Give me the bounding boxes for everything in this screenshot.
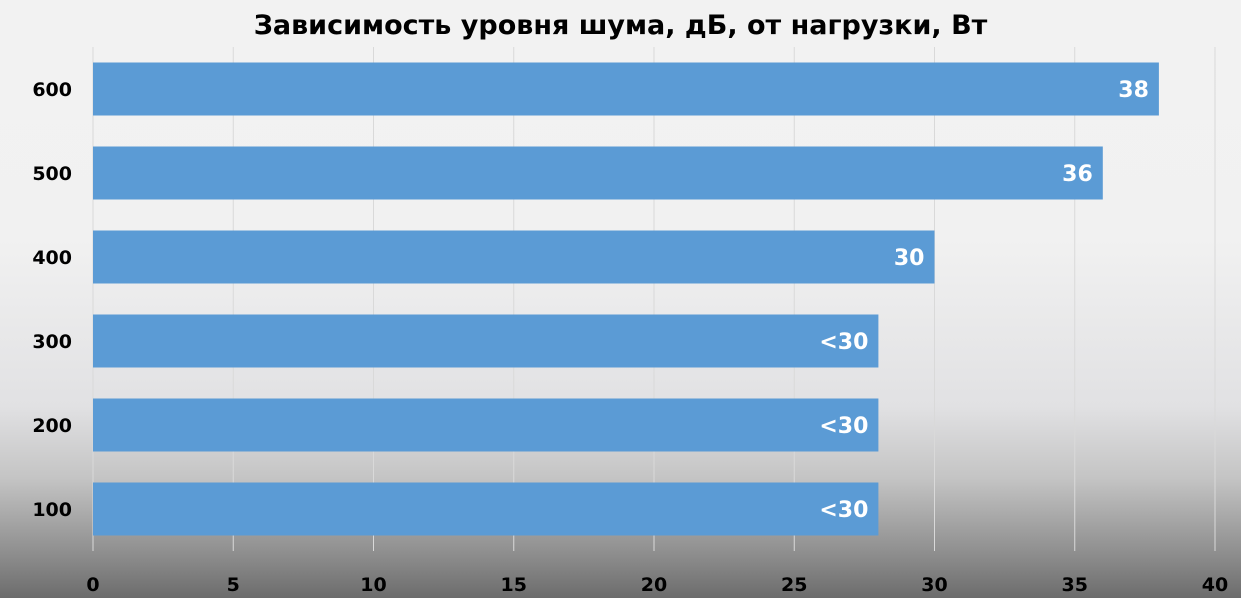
data-label: <30 (819, 330, 868, 355)
data-label: 30 (894, 246, 925, 271)
y-tick-label: 300 (32, 331, 72, 353)
x-axis-tick-labels: 0 5 10 15 20 25 30 35 40 (86, 574, 1228, 596)
x-tick-label: 25 (781, 574, 807, 596)
data-labels: 38 36 30 <30 <30 <30 (819, 78, 1149, 523)
data-label: <30 (819, 498, 868, 523)
x-tick-label: 20 (641, 574, 667, 596)
bar (93, 314, 879, 368)
chart-title: Зависимость уровня шума, дБ, от нагрузки… (253, 10, 988, 41)
y-tick-label: 500 (32, 163, 72, 185)
y-tick-label: 100 (32, 499, 72, 521)
y-tick-label: 200 (32, 415, 72, 437)
bar (93, 482, 879, 536)
x-tick-label: 10 (360, 574, 386, 596)
x-tick-label: 0 (86, 574, 99, 596)
data-label: 36 (1062, 162, 1093, 187)
bars (93, 62, 1159, 536)
bar (93, 62, 1159, 116)
x-tick-label: 5 (227, 574, 240, 596)
data-label: <30 (819, 414, 868, 439)
bar (93, 230, 935, 284)
y-axis-tick-labels: 600 500 400 300 200 100 (32, 79, 72, 521)
bar (93, 146, 1103, 200)
x-tick-label: 40 (1202, 574, 1228, 596)
data-label: 38 (1118, 78, 1149, 103)
y-tick-label: 600 (32, 79, 72, 101)
y-tick-label: 400 (32, 247, 72, 269)
x-tick-label: 35 (1062, 574, 1088, 596)
x-tick-label: 30 (921, 574, 947, 596)
x-tick-label: 15 (501, 574, 527, 596)
bar (93, 398, 879, 452)
grid-lines (92, 47, 1216, 551)
